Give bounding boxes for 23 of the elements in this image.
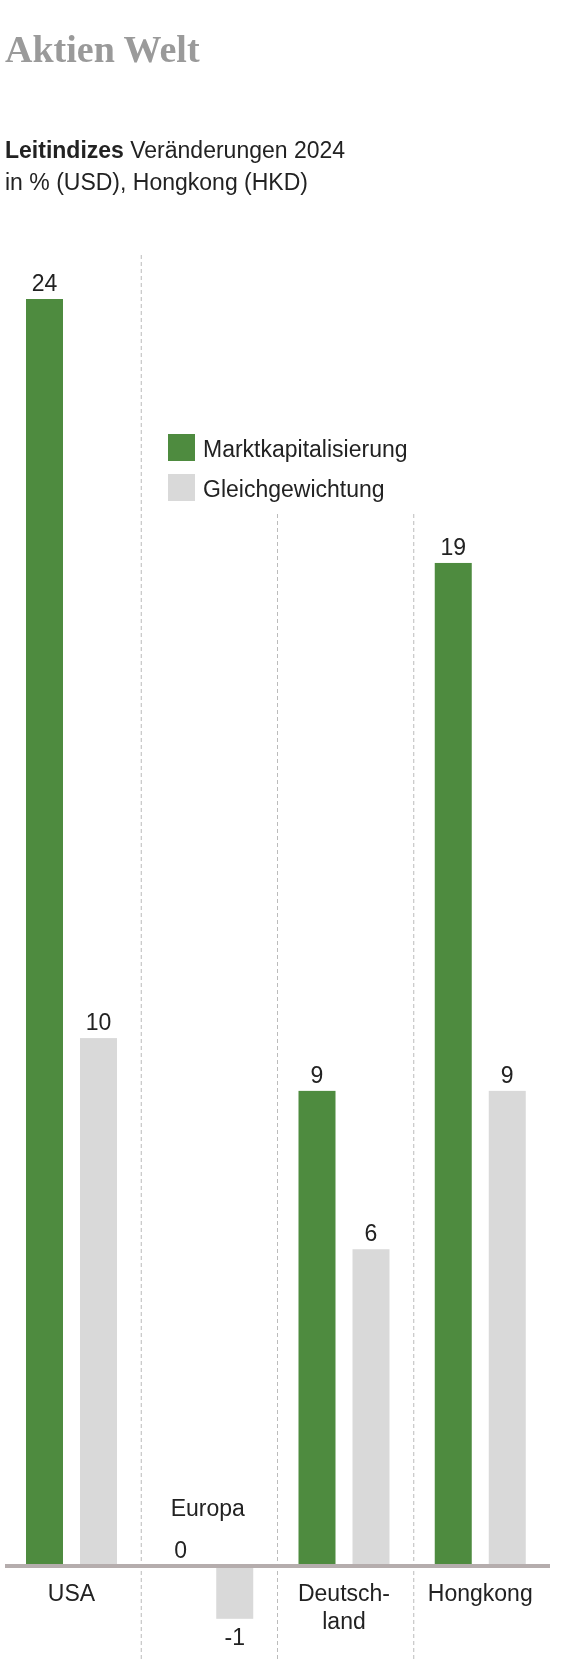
- data-label: 19: [440, 533, 467, 560]
- x-tick-label: USA: [47, 1580, 96, 1606]
- bar: [298, 1090, 336, 1567]
- bar: [216, 1566, 254, 1619]
- data-label: 10: [85, 1009, 112, 1036]
- data-label: 24: [31, 270, 58, 296]
- data-label: 9: [310, 1061, 324, 1088]
- chart-title: Aktien Welt: [5, 28, 200, 70]
- legend-label: Marktkapitalisierung: [203, 436, 408, 462]
- bar: [352, 1249, 390, 1566]
- bar: [26, 299, 63, 1566]
- x-tick-label: Europa: [170, 1495, 246, 1521]
- bar: [434, 562, 472, 1566]
- data-label: -1: [224, 1623, 245, 1650]
- legend-label: Gleichgewichtung: [203, 476, 385, 502]
- bar: [488, 1090, 526, 1567]
- data-label: 0: [174, 1537, 188, 1563]
- text: Leitindizes Veränderungen 2024 in % (USD), Hongkong (HKD): [5, 137, 346, 195]
- data-label: 9: [500, 1061, 514, 1088]
- bar: [80, 1038, 117, 1566]
- data-label: 6: [364, 1220, 378, 1247]
- x-tick-label: Deutsch-land: [297, 1580, 391, 1634]
- x-tick-label: Hongkong: [427, 1580, 533, 1606]
